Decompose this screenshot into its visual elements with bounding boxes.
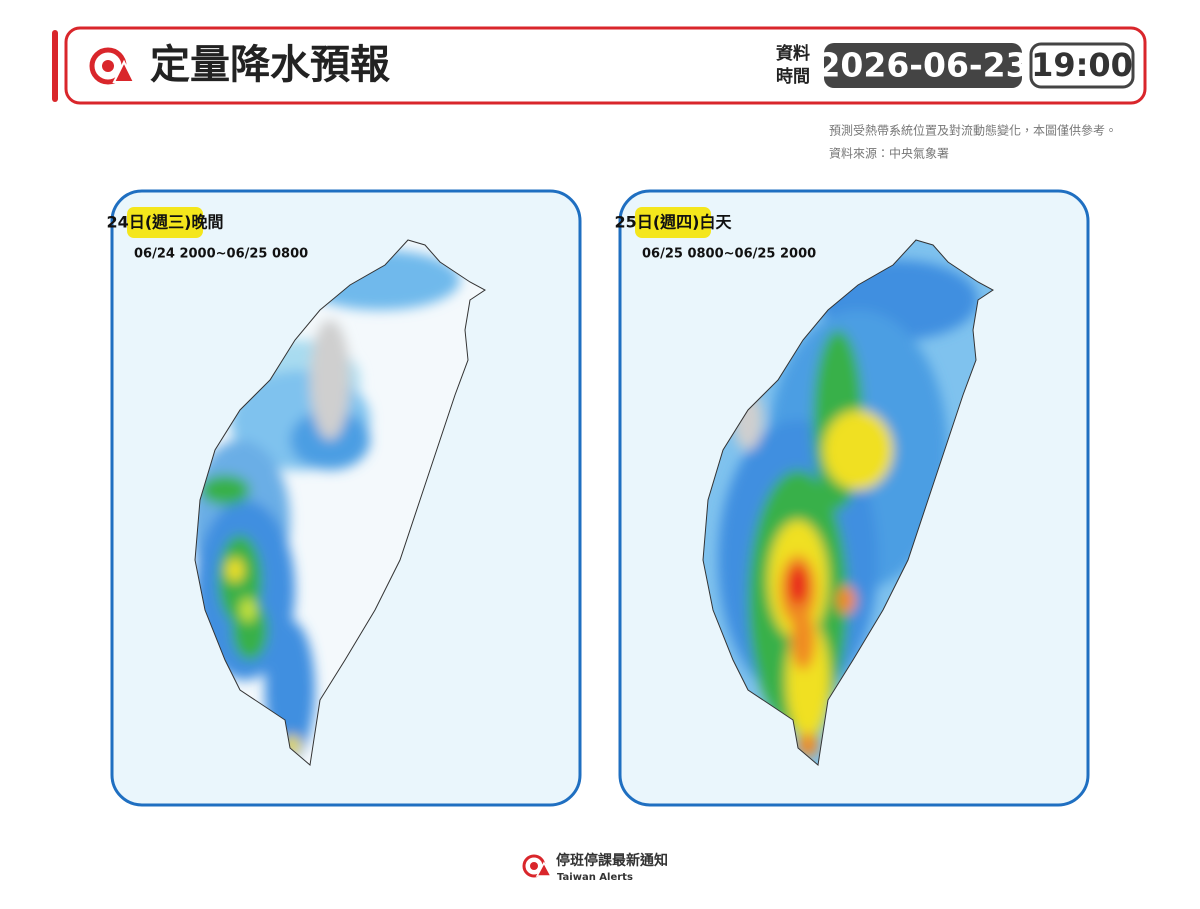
panel-label-box <box>635 207 711 238</box>
map-shape <box>535 861 553 877</box>
map-shape <box>791 610 815 670</box>
panel-label: 25日(週四)白天 <box>615 213 733 232</box>
note: 資料來源：中央氣象署 <box>829 146 949 161</box>
map-shape <box>195 250 460 760</box>
map-shape <box>530 862 538 870</box>
time-box <box>1029 42 1135 89</box>
footer-logo <box>522 854 553 878</box>
map-shape <box>102 60 114 72</box>
panel-range: 06/25 0800~06/25 2000 <box>642 247 816 262</box>
map-shape <box>718 260 978 757</box>
accent-bar <box>52 30 58 102</box>
title: 定量降水預報 <box>150 42 390 88</box>
time-label: 資料 <box>776 43 810 64</box>
date-box <box>824 43 1022 88</box>
map-shape <box>718 260 978 757</box>
time-label: 時間 <box>776 66 810 87</box>
map-shape <box>200 475 250 505</box>
panel-label-box <box>127 207 203 238</box>
panel-range: 06/24 2000~06/25 0800 <box>134 247 308 262</box>
map-shape <box>195 250 460 760</box>
note: 預測受熱帶系統位置及對流動態變化，本圖僅供參考。 <box>829 123 1117 138</box>
rain-map <box>702 239 994 766</box>
map-shape <box>226 558 244 582</box>
rain-map <box>194 239 486 766</box>
map-shape <box>788 565 808 605</box>
map-shape <box>310 320 350 440</box>
map-shape <box>240 598 256 622</box>
footer-brand: 停班停課最新通知 <box>556 852 668 869</box>
map-shape <box>798 733 818 757</box>
map-shape <box>823 410 893 490</box>
panel-label: 24日(週三)晚間 <box>107 213 224 232</box>
map-shape <box>112 59 136 83</box>
time: 19:00 <box>1031 46 1133 84</box>
logo <box>89 47 136 85</box>
date: 2026-06-23 <box>817 46 1028 85</box>
footer-brand-en: Taiwan Alerts <box>557 872 633 883</box>
map-shape <box>836 586 856 614</box>
